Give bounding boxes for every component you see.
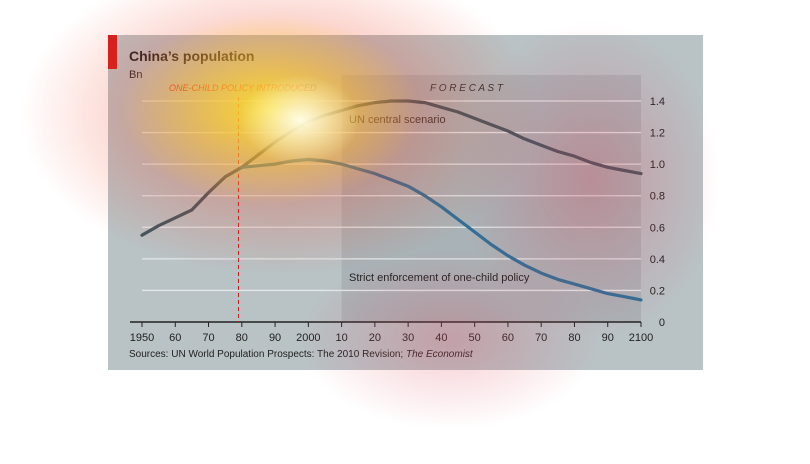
y-tick-label: 0.6 bbox=[650, 222, 665, 234]
x-tick-label: 90 bbox=[269, 332, 281, 344]
policy-annotation: ONE-CHILD POLICY INTRODUCED bbox=[169, 83, 317, 93]
series-label-strict-enforcement: Strict enforcement of one-child policy bbox=[349, 272, 530, 284]
y-tick-label: 1.0 bbox=[650, 159, 665, 171]
y-tick-label: 0.4 bbox=[650, 254, 665, 266]
x-tick-label: 70 bbox=[202, 332, 214, 344]
x-tick-label: 90 bbox=[602, 332, 614, 344]
forecast-region bbox=[341, 75, 641, 322]
x-tick-label: 80 bbox=[236, 332, 248, 344]
x-tick-label: 50 bbox=[469, 332, 481, 344]
y-tick-label: 0 bbox=[659, 317, 665, 329]
source-text: Sources: UN World Population Prospects: … bbox=[129, 349, 406, 360]
y-tick-label: 0.2 bbox=[650, 285, 665, 297]
y-tick-label: 1.4 bbox=[650, 96, 665, 108]
chart-panel: China’s population Bn 0 0.2 0.4 0.6 0.8 1.0 1.… bbox=[108, 35, 703, 370]
source-note: Sources: UN World Population Prospects: … bbox=[129, 349, 473, 360]
x-tick-label: 2000 bbox=[296, 332, 320, 344]
x-tick-label: 2100 bbox=[629, 332, 653, 344]
y-tick-label: 0.8 bbox=[650, 191, 665, 203]
x-tick-label: 20 bbox=[369, 332, 381, 344]
series-label-un-central: UN central scenario bbox=[349, 114, 446, 126]
x-tick-label: 60 bbox=[502, 332, 514, 344]
x-tick-label: 10 bbox=[335, 332, 347, 344]
x-tick-label: 60 bbox=[169, 332, 181, 344]
forecast-label: F O R E C A S T bbox=[430, 83, 504, 94]
x-tick-label: 40 bbox=[435, 332, 447, 344]
source-publication: The Economist bbox=[406, 349, 473, 360]
x-tick-label: 1950 bbox=[130, 332, 154, 344]
line-chart: 0 0.2 0.4 0.6 0.8 1.0 1.2 1.4 1950 60 70 80 90 2000 10… bbox=[130, 75, 665, 344]
y-tick-label: 1.2 bbox=[650, 128, 665, 140]
x-tick-label: 30 bbox=[402, 332, 414, 344]
x-tick-label: 80 bbox=[568, 332, 580, 344]
x-tick-label: 70 bbox=[535, 332, 547, 344]
